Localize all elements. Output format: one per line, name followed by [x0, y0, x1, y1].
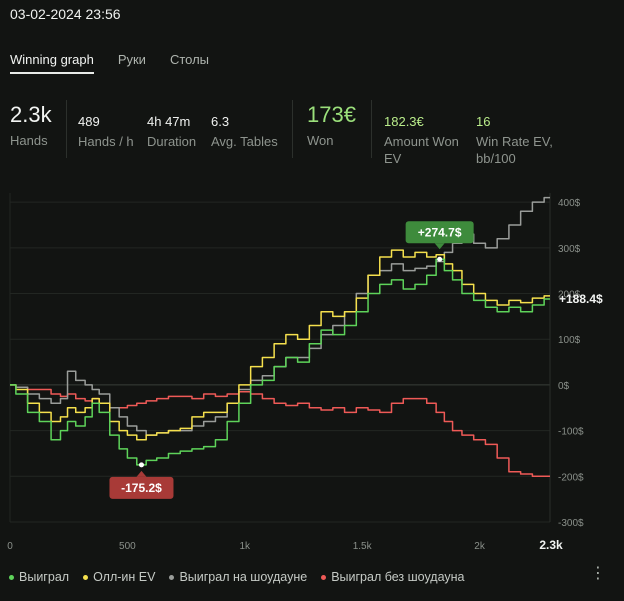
stats-bar: 2.3k Hands 489 Hands / h 4h 47m Duration… [0, 100, 624, 170]
y-tick-label: 100$ [558, 335, 581, 346]
stat-divider [371, 100, 372, 158]
stat-amount-won-ev: 182.3€ Amount Won EV [384, 100, 459, 167]
legend-item-allin-ev[interactable]: Олл-ин EV [83, 570, 155, 584]
stat-hands-value: 2.3k [10, 102, 52, 127]
stat-avg-tables-value: 6.3 [211, 114, 230, 129]
stat-avg-tables: 6.3 Avg. Tables [211, 100, 278, 150]
max-annotation-pointer [434, 243, 445, 250]
legend-label: Выиграл без шоудауна [331, 570, 465, 584]
legend-dot [83, 574, 89, 580]
series-line [10, 258, 550, 466]
y-tick-label: -300$ [558, 518, 584, 529]
x-tick-label: 2k [474, 541, 486, 552]
stat-amount-won-ev-label-line2: EV [384, 151, 402, 166]
stat-win-rate-ev-label-line1: Win Rate EV, [476, 134, 553, 149]
max-annotation-label: +274.7$ [418, 225, 462, 239]
chart-legend: Выиграл Олл-ин EV Выиграл на шоудауне Вы… [9, 570, 465, 584]
x-tick-label: 0 [7, 541, 13, 552]
stat-avg-tables-label: Avg. Tables [211, 134, 278, 149]
stat-hands: 2.3k Hands [10, 100, 52, 149]
stat-duration: 4h 47m Duration [147, 100, 196, 150]
y-tick-label: 400$ [558, 198, 581, 209]
stat-win-rate-ev: 16 Win Rate EV, bb/100 [476, 100, 553, 167]
end-value-label: +188.4$ [559, 292, 603, 306]
series-line [10, 196, 550, 436]
stat-win-rate-ev-label-line2: bb/100 [476, 151, 516, 166]
winning-graph-chart[interactable]: 400$ 300$ 200$ 100$ 0$ -100$ -200$ -300$ 0 500 1k 1… [0, 185, 624, 555]
stat-won: 173€ Won [307, 100, 356, 149]
legend-label: Выиграл на шоудауне [179, 570, 308, 584]
legend-dot [169, 574, 175, 580]
x-tick-label: 2.3k [539, 538, 563, 552]
tab-winning-graph[interactable]: Winning graph [10, 52, 94, 74]
stat-hands-per-hour-value: 489 [78, 114, 100, 129]
y-tick-label: 300$ [558, 244, 581, 255]
stat-divider [66, 100, 67, 158]
min-annotation-box [109, 476, 174, 499]
legend-item-won[interactable]: Выиграл [9, 570, 69, 584]
stat-hands-per-hour: 489 Hands / h [78, 100, 134, 150]
y-tick-label: -200$ [558, 472, 584, 483]
stat-hands-per-hour-label: Hands / h [78, 134, 134, 149]
legend-dot [9, 574, 14, 580]
x-tick-label: 1k [240, 541, 252, 552]
min-annotation-label: -175.2$ [121, 481, 162, 495]
stat-duration-value: 4h 47m [147, 114, 191, 129]
stat-amount-won-ev-value: 182.3€ [384, 114, 424, 129]
y-tick-label: 0$ [558, 381, 570, 392]
stat-win-rate-ev-label: Win Rate EV, bb/100 [476, 133, 553, 167]
tab-hands[interactable]: Руки [117, 52, 146, 67]
stat-duration-label: Duration [147, 134, 197, 149]
min-annotation-pointer [136, 470, 147, 477]
stat-won-value: 173€ [307, 102, 356, 127]
legend-item-won-non-showdown[interactable]: Выиграл без шоудауна [321, 570, 465, 584]
min-point-marker [138, 462, 144, 468]
legend-item-won-showdown[interactable]: Выиграл на шоудауне [169, 570, 307, 584]
stat-hands-label: Hands [10, 133, 48, 148]
x-tick-label: 500 [119, 541, 136, 552]
max-annotation-box [405, 221, 474, 244]
max-point-marker [437, 256, 443, 262]
stat-amount-won-ev-label: Amount Won EV [384, 133, 459, 167]
x-tick-label: 1.5k [353, 541, 373, 552]
stat-divider [292, 100, 293, 158]
stat-won-label: Won [307, 133, 334, 148]
more-options-icon[interactable]: ⋮ [590, 565, 606, 582]
stat-win-rate-ev-value: 16 [476, 114, 491, 129]
tab-bar: Winning graph Руки Столы [10, 52, 209, 74]
y-tick-label: 200$ [558, 290, 581, 301]
y-tick-label: -100$ [558, 427, 584, 438]
legend-label: Олл-ин EV [93, 570, 156, 584]
series-line [10, 249, 550, 441]
session-timestamp: 03-02-2024 23:56 [10, 6, 121, 22]
legend-dot [321, 574, 327, 580]
tab-tables[interactable]: Столы [169, 52, 210, 67]
legend-label: Выиграл [19, 570, 70, 584]
stat-amount-won-ev-label-line1: Amount Won [384, 134, 459, 149]
